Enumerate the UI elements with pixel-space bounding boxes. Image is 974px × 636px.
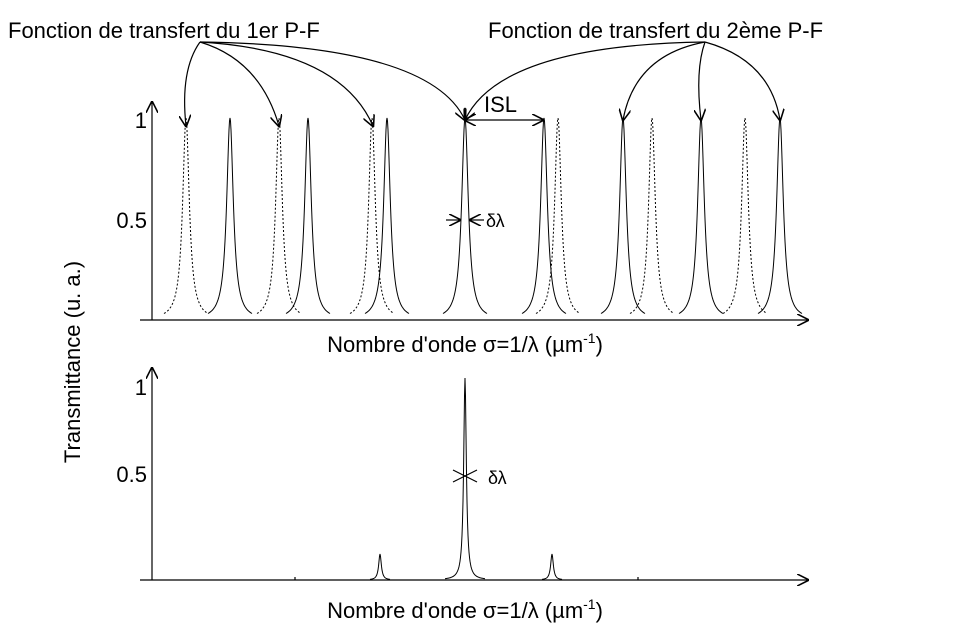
width-label: δλ	[486, 211, 505, 231]
y-axis-label: Transmittance (u. a.)	[60, 261, 85, 463]
peak	[521, 117, 567, 314]
peak	[757, 117, 803, 314]
x-axis-label: Nombre d'onde σ=1/λ (µm-1)	[327, 596, 603, 623]
x-axis-label: Nombre d'onde σ=1/λ (µm-1)	[327, 330, 603, 357]
title-right: Fonction de transfert du 2ème P-F	[488, 18, 823, 43]
peak	[349, 117, 395, 314]
peak	[600, 117, 646, 314]
peak	[285, 117, 331, 314]
peaks	[163, 117, 803, 580]
peak	[722, 117, 768, 314]
isl-label: ISL	[484, 92, 517, 117]
title-arrows	[185, 41, 780, 126]
y-tick-label: 0.5	[116, 208, 147, 233]
title-left: Fonction de transfert du 1er P-F	[8, 18, 320, 43]
peak	[678, 117, 724, 314]
y-tick-label: 1	[135, 375, 147, 400]
peak	[442, 117, 488, 314]
peak	[207, 117, 253, 314]
y-tick-label: 1	[135, 108, 147, 133]
width-cross	[452, 469, 478, 483]
peak	[444, 377, 486, 580]
peak	[163, 117, 209, 314]
peak	[256, 117, 302, 314]
peak	[535, 117, 581, 314]
width-label: δλ	[488, 468, 507, 488]
peak	[364, 117, 410, 314]
y-tick-label: 0.5	[116, 462, 147, 487]
peak	[629, 117, 675, 314]
peak	[369, 553, 391, 580]
peak	[541, 553, 563, 580]
x-ticks	[294, 577, 639, 580]
